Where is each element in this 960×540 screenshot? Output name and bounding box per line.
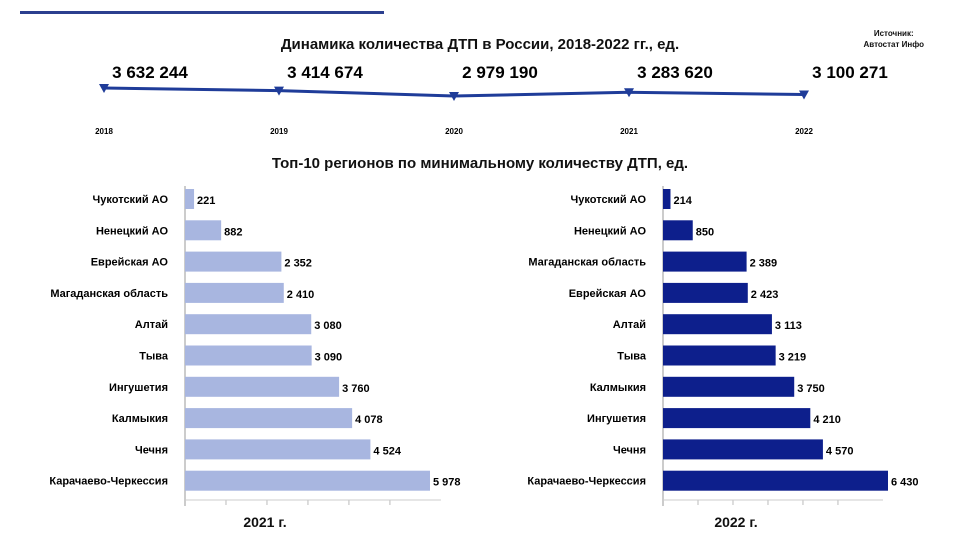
- bar: [185, 376, 340, 397]
- category-label: Ненецкий АО: [574, 225, 646, 237]
- bar: [185, 345, 312, 366]
- bar: [663, 439, 823, 460]
- bar-value-label: 4 210: [813, 414, 841, 426]
- line-year-label: 2020: [445, 127, 463, 136]
- bar: [663, 345, 776, 366]
- bar: [185, 189, 195, 209]
- category-label: Ненецкий АО: [96, 225, 168, 237]
- top-accent-rule: [20, 11, 384, 14]
- bar: [663, 189, 671, 209]
- bar: [663, 314, 772, 335]
- category-label: Тыва: [617, 351, 647, 363]
- line-value-label: 3 632 244: [112, 63, 188, 82]
- category-label: Магаданская область: [50, 288, 168, 300]
- line-value-label: 3 100 271: [812, 63, 888, 82]
- category-label: Ингушетия: [109, 382, 168, 394]
- category-label: Калмыкия: [590, 382, 646, 394]
- bar-value-label: 4 570: [826, 445, 854, 457]
- line-point: [274, 86, 284, 96]
- line-value-label: 3 283 620: [637, 63, 713, 82]
- bar: [663, 282, 748, 303]
- category-label: Чечня: [613, 444, 646, 456]
- bar-value-label: 4 524: [373, 445, 401, 457]
- category-label: Ингушетия: [587, 413, 646, 425]
- bar-value-label: 850: [696, 226, 714, 238]
- line-value-label: 3 414 674: [287, 63, 363, 82]
- bar: [185, 408, 353, 429]
- bar: [185, 439, 371, 460]
- bar-value-label: 2 410: [287, 289, 315, 301]
- category-label: Чукотский АО: [571, 194, 647, 206]
- source-name: Автостат Инфо: [863, 40, 924, 49]
- bar-chart-title: Топ-10 регионов по минимальному количест…: [271, 155, 689, 172]
- bar: [663, 376, 795, 397]
- bar-value-label: 4 078: [355, 414, 383, 426]
- category-label: Магаданская область: [528, 257, 646, 269]
- bar: [185, 470, 430, 491]
- line-point: [799, 90, 809, 100]
- line-year-label: 2021: [620, 127, 638, 136]
- bar: [185, 251, 282, 272]
- category-label: Калмыкия: [112, 413, 168, 425]
- panel-label-2021: 2021 г.: [243, 514, 287, 530]
- bar-value-label: 882: [224, 226, 242, 238]
- bar-value-label: 2 423: [751, 289, 779, 301]
- line-point: [449, 92, 459, 101]
- bar: [185, 220, 222, 241]
- panel-label-2022: 2022 г.: [714, 514, 758, 530]
- bar: [663, 408, 811, 429]
- source-label: Источник:: [873, 29, 914, 38]
- bar-value-label: 3 090: [315, 352, 343, 364]
- bar-value-label: 3 760: [342, 383, 370, 395]
- bar-value-label: 221: [197, 195, 215, 207]
- bar: [185, 314, 312, 335]
- bar-value-label: 2 352: [284, 258, 312, 270]
- line-year-label: 2019: [270, 127, 288, 136]
- bar: [663, 220, 693, 241]
- bar: [185, 282, 284, 303]
- category-label: Еврейская АО: [91, 257, 169, 269]
- bar: [663, 470, 888, 491]
- category-label: Тыва: [139, 351, 169, 363]
- line-point: [624, 88, 634, 98]
- category-label: Еврейская АО: [569, 288, 647, 300]
- source-note: Источник: Автостат Инфо: [863, 28, 924, 50]
- bar-value-label: 3 113: [775, 320, 802, 332]
- bar-value-label: 6 430: [891, 477, 919, 489]
- line-value-label: 2 979 190: [462, 63, 538, 82]
- bar-value-label: 214: [673, 195, 692, 207]
- bar-value-label: 2 389: [750, 258, 778, 270]
- line-point: [99, 84, 109, 93]
- line-chart-title: Динамика количества ДТП в России, 2018-2…: [280, 36, 680, 53]
- category-label: Карачаево-Черкессия: [527, 476, 646, 488]
- bar-value-label: 3 750: [797, 383, 825, 395]
- bar-value-label: 3 219: [779, 352, 807, 364]
- category-label: Карачаево-Черкессия: [49, 476, 168, 488]
- category-label: Чечня: [135, 444, 168, 456]
- bar-value-label: 3 080: [314, 320, 342, 332]
- bar: [663, 251, 747, 272]
- category-label: Алтай: [613, 319, 646, 331]
- line-year-label: 2022: [795, 127, 813, 136]
- category-label: Чукотский АО: [93, 194, 169, 206]
- category-label: Алтай: [135, 319, 168, 331]
- bar-value-label: 5 978: [433, 477, 461, 489]
- line-year-label: 2018: [95, 127, 113, 136]
